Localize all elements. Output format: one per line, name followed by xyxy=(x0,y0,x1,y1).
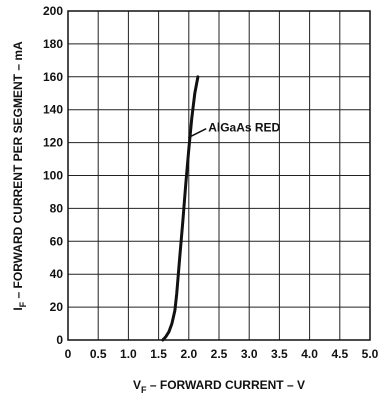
y-tick-label: 80 xyxy=(50,201,64,215)
x-tick-label: 0 xyxy=(65,347,72,361)
plot-frame xyxy=(67,10,371,341)
x-tick-label: 1.0 xyxy=(120,347,137,361)
annotation-leader xyxy=(187,127,207,139)
series-line-algaas-red xyxy=(161,75,200,342)
x-tick-label: 4.0 xyxy=(301,347,318,361)
y-tick-label: 160 xyxy=(43,70,63,84)
y-tick-label: 120 xyxy=(43,136,63,150)
x-tick-labels: 0 0.5 1.0 1.5 2.0 2.5 3.0 3.5 4.0 4.5 5.0 xyxy=(65,347,379,361)
annotation-layer: AlGaAs RED xyxy=(187,121,281,139)
annotation-label-algaas-red: AlGaAs RED xyxy=(208,121,280,135)
y-tick-label: 100 xyxy=(43,169,63,183)
y-tick-label: 40 xyxy=(50,267,64,281)
y-tick-label: 20 xyxy=(50,300,64,314)
y-axis-label: IF – FORWARD CURRENT PER SEGMENT – mA xyxy=(11,41,28,311)
y-tick-label: 60 xyxy=(50,234,64,248)
x-tick-label: 4.5 xyxy=(331,347,348,361)
grid xyxy=(67,10,371,341)
y-tick-labels: 0 20 40 60 80 100 120 140 160 180 200 xyxy=(43,4,63,347)
x-tick-label: 1.5 xyxy=(150,347,167,361)
series-layer xyxy=(161,75,200,342)
y-tick-label: 0 xyxy=(56,333,63,347)
y-tick-label: 140 xyxy=(43,103,63,117)
x-tick-label: 0.5 xyxy=(90,347,107,361)
x-tick-label: 3.5 xyxy=(271,347,288,361)
x-tick-label: 2.0 xyxy=(180,347,197,361)
x-axis-label: VF – FORWARD CURRENT – V xyxy=(133,378,305,395)
y-tick-label: 180 xyxy=(43,37,63,51)
x-tick-label: 3.0 xyxy=(241,347,258,361)
plot-border xyxy=(67,10,371,341)
x-tick-label: 2.5 xyxy=(211,347,228,361)
x-tick-label: 5.0 xyxy=(362,347,379,361)
y-tick-label: 200 xyxy=(43,4,63,18)
